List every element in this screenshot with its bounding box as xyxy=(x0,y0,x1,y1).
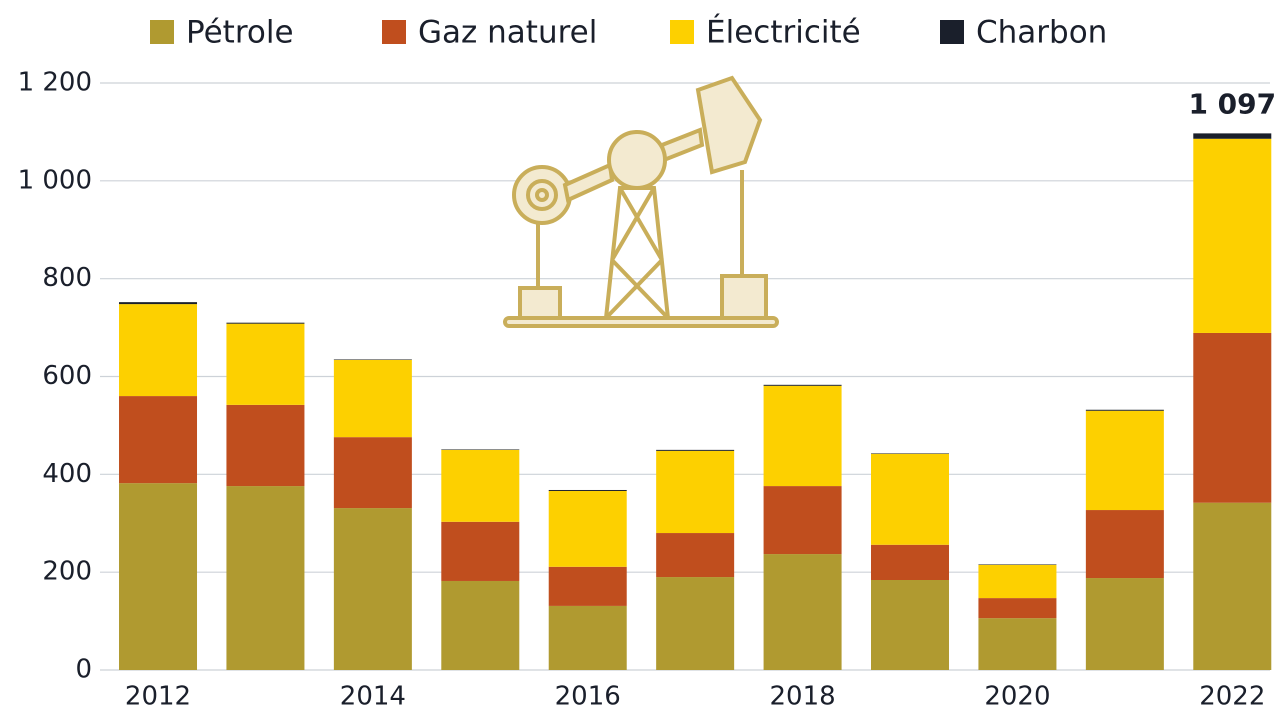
bar-segment xyxy=(1086,578,1164,670)
legend-swatch xyxy=(940,20,964,44)
bar-segment xyxy=(764,554,842,670)
y-tick-label: 400 xyxy=(42,459,92,489)
bar-segment xyxy=(656,450,734,451)
x-tick-label: 2022 xyxy=(1199,682,1265,712)
bar-segment xyxy=(656,577,734,670)
bar-segment xyxy=(1193,503,1271,670)
x-tick-label: 2018 xyxy=(769,682,835,712)
bar-segment xyxy=(119,304,197,396)
legend-label: Pétrole xyxy=(186,15,294,51)
bar-segment xyxy=(334,437,412,508)
bar-segment xyxy=(764,486,842,554)
bar-segment xyxy=(871,545,949,580)
pump-icon xyxy=(505,78,777,326)
bar-segment xyxy=(549,567,627,606)
y-tick-label: 600 xyxy=(42,361,92,391)
bar-segment xyxy=(764,385,842,386)
bar-segment xyxy=(978,618,1056,670)
bar-segment xyxy=(441,450,519,522)
bar-segment xyxy=(549,491,627,567)
bar-segment xyxy=(549,490,627,491)
bar-segment xyxy=(978,598,1056,618)
bar-segment xyxy=(1086,410,1164,411)
x-tick-label: 2014 xyxy=(340,682,406,712)
bar-segment xyxy=(1193,139,1271,333)
bar-segment xyxy=(656,451,734,533)
legend-swatch xyxy=(670,20,694,44)
bar-segment xyxy=(871,580,949,670)
bar-segment xyxy=(226,405,304,486)
bar-segment xyxy=(1193,133,1271,138)
bar-segment xyxy=(1193,333,1271,503)
bar-segment xyxy=(334,508,412,670)
legend-swatch xyxy=(150,20,174,44)
bar-segment xyxy=(334,360,412,437)
legend-label: Électricité xyxy=(706,15,861,51)
bar-segment xyxy=(226,486,304,670)
bar-segment xyxy=(119,302,197,304)
bar-segment xyxy=(119,483,197,670)
x-tick-label: 2016 xyxy=(555,682,621,712)
y-tick-label: 1 200 xyxy=(18,68,92,98)
bar-segment xyxy=(764,386,842,486)
legend-swatch xyxy=(382,20,406,44)
x-tick-label: 2012 xyxy=(125,682,191,712)
bar-segment xyxy=(656,533,734,577)
bar-segment xyxy=(978,565,1056,598)
total-label: 1 097 xyxy=(1188,87,1276,120)
bar-segment xyxy=(871,454,949,545)
bar-segment xyxy=(441,581,519,670)
bar-segment xyxy=(1086,510,1164,578)
bar-segment xyxy=(441,522,519,581)
chart: 0 200 400 600 800 1 000 1 200 2012 2014 2016 2018 2… xyxy=(0,0,1286,715)
y-tick-label: 800 xyxy=(42,263,92,293)
y-tick-label: 1 000 xyxy=(18,165,92,195)
legend-label: Gaz naturel xyxy=(418,15,597,51)
bar-segment xyxy=(1086,411,1164,510)
x-tick-label: 2020 xyxy=(984,682,1050,712)
legend-label: Charbon xyxy=(976,15,1107,51)
y-tick-label: 200 xyxy=(42,557,92,587)
y-tick-label: 0 xyxy=(75,655,92,685)
bar-segment xyxy=(226,323,304,324)
bar-segment xyxy=(226,324,304,405)
bar-segment xyxy=(119,396,197,483)
bar-segment xyxy=(549,606,627,670)
